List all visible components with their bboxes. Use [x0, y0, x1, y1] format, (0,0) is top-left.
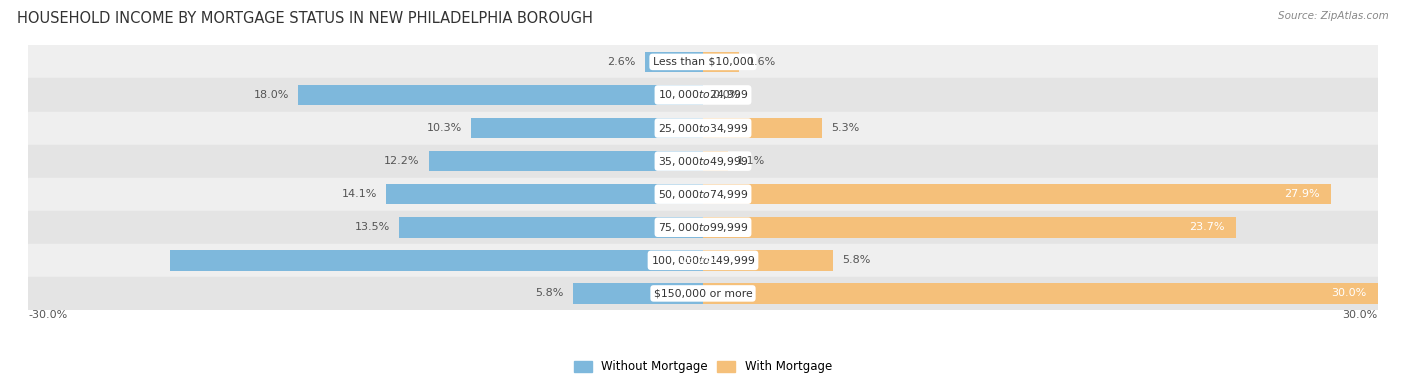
Text: 5.3%: 5.3% [831, 123, 859, 133]
Text: 23.7%: 23.7% [1189, 222, 1225, 232]
Text: $75,000 to $99,999: $75,000 to $99,999 [658, 221, 748, 234]
Bar [28, 178, 1378, 211]
Bar [298, 85, 703, 105]
Bar [385, 184, 703, 204]
Bar [399, 217, 703, 237]
Text: 14.1%: 14.1% [342, 189, 377, 199]
Bar [28, 79, 1378, 112]
Text: 30.0%: 30.0% [1343, 310, 1378, 320]
Bar [703, 52, 740, 72]
Bar [429, 151, 703, 171]
Text: -30.0%: -30.0% [28, 310, 67, 320]
Bar [572, 283, 703, 304]
Bar [28, 244, 1378, 277]
Text: $50,000 to $74,999: $50,000 to $74,999 [658, 188, 748, 201]
Bar [28, 145, 1378, 178]
Text: 27.9%: 27.9% [1284, 189, 1319, 199]
Bar [703, 217, 1236, 237]
Bar [170, 250, 703, 271]
Text: $25,000 to $34,999: $25,000 to $34,999 [658, 122, 748, 135]
Bar [471, 118, 703, 138]
Bar [28, 211, 1378, 244]
Text: Less than $10,000: Less than $10,000 [652, 57, 754, 67]
Text: $100,000 to $149,999: $100,000 to $149,999 [651, 254, 755, 267]
Bar [703, 118, 823, 138]
Bar [703, 283, 1378, 304]
Text: Source: ZipAtlas.com: Source: ZipAtlas.com [1278, 11, 1389, 21]
Bar [28, 277, 1378, 310]
Text: 18.0%: 18.0% [253, 90, 290, 100]
Bar [703, 250, 834, 271]
Bar [28, 112, 1378, 145]
Text: 13.5%: 13.5% [356, 222, 391, 232]
Text: $10,000 to $24,999: $10,000 to $24,999 [658, 88, 748, 101]
Text: HOUSEHOLD INCOME BY MORTGAGE STATUS IN NEW PHILADELPHIA BOROUGH: HOUSEHOLD INCOME BY MORTGAGE STATUS IN N… [17, 11, 593, 26]
Text: 0.0%: 0.0% [711, 90, 740, 100]
Text: 5.8%: 5.8% [536, 288, 564, 298]
Text: 12.2%: 12.2% [384, 156, 419, 166]
Text: $35,000 to $49,999: $35,000 to $49,999 [658, 155, 748, 167]
Text: $150,000 or more: $150,000 or more [654, 288, 752, 298]
Text: 10.3%: 10.3% [427, 123, 463, 133]
Text: 2.6%: 2.6% [607, 57, 636, 67]
Bar [644, 52, 703, 72]
Text: 1.1%: 1.1% [737, 156, 765, 166]
Bar [703, 151, 728, 171]
Text: 5.8%: 5.8% [842, 256, 870, 265]
Text: 30.0%: 30.0% [1331, 288, 1367, 298]
Bar [28, 45, 1378, 79]
Text: 1.6%: 1.6% [748, 57, 776, 67]
Legend: Without Mortgage, With Mortgage: Without Mortgage, With Mortgage [569, 356, 837, 378]
Bar [703, 184, 1330, 204]
Text: 23.7%: 23.7% [681, 256, 716, 265]
